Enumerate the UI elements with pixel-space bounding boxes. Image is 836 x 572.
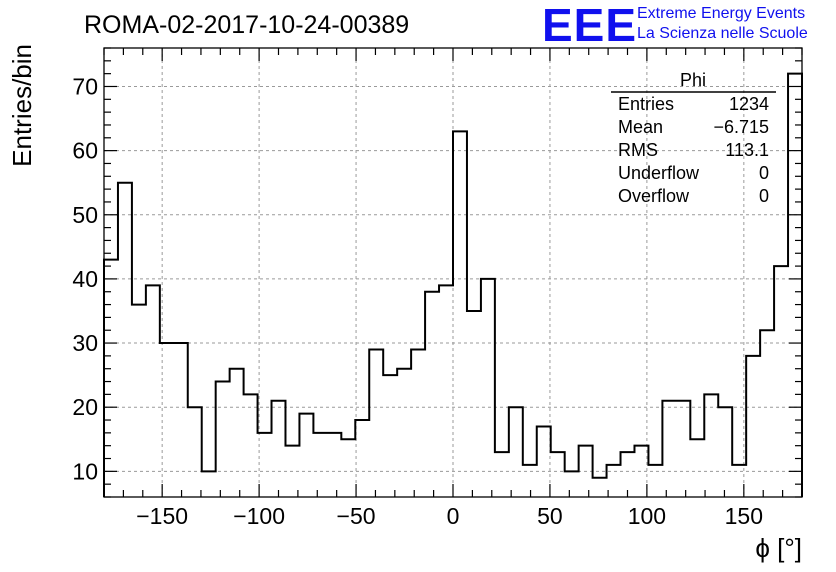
histogram-bin-16 — [327, 433, 341, 497]
stats-label-entries: Entries — [618, 94, 674, 114]
logo-line-2: La Scienza nelle Scuole — [637, 25, 808, 42]
histogram-bin-14 — [299, 414, 313, 497]
stats-title: Phi — [680, 70, 706, 90]
histogram-bin-2 — [132, 305, 146, 497]
stats-value-underflow: 0 — [759, 163, 769, 183]
histogram-bin-12 — [272, 401, 286, 497]
histogram-bin-49 — [788, 74, 802, 497]
histogram-bin-21 — [397, 369, 411, 497]
histogram-bin-25 — [453, 131, 467, 497]
histogram-bin-0 — [104, 260, 118, 497]
histogram-bin-35 — [593, 478, 607, 497]
stats-value-entries: 1234 — [729, 94, 769, 114]
logo-mark: EEE — [542, 0, 637, 51]
histogram-bin-47 — [760, 330, 774, 497]
y-tick-label-4: 50 — [72, 202, 98, 228]
histogram-outline — [103, 72, 803, 497]
histogram-bin-28 — [495, 452, 509, 497]
histogram-bin-1 — [118, 183, 132, 497]
stats-label-mean: Mean — [618, 117, 663, 137]
histogram-bin-27 — [481, 279, 495, 497]
x-tick-label-6: 150 — [725, 503, 763, 529]
eee-logo: EEE Extreme Energy Events La Scienza nel… — [542, 0, 808, 51]
y-tick-label-3: 40 — [72, 266, 98, 292]
y-axis-label: Entries/bin — [7, 44, 37, 167]
y-tick-label-0: 10 — [72, 458, 98, 484]
histogram-bin-19 — [369, 349, 383, 497]
y-tick-label-2: 30 — [72, 330, 98, 356]
histogram-bin-17 — [341, 439, 355, 497]
stats-value-rms: 113.1 — [725, 140, 769, 160]
histogram-bin-42 — [690, 439, 704, 497]
histogram-bin-24 — [439, 285, 453, 497]
x-tick-label-0: −150 — [136, 503, 188, 529]
histogram-bin-4 — [160, 343, 174, 497]
chart-title: ROMA-02-2017-10-24-00389 — [84, 11, 409, 39]
x-axis-label: ϕ [°] — [755, 533, 802, 563]
y-tick-labels: 10 20 30 40 50 60 70 — [72, 73, 98, 484]
axis-ticks — [103, 47, 803, 498]
y-tick-label-5: 60 — [72, 138, 98, 164]
histogram-bin-30 — [523, 465, 537, 497]
histogram-bin-34 — [579, 446, 593, 497]
histogram-bin-48 — [774, 266, 788, 497]
histogram-series — [103, 72, 803, 497]
histogram-bin-40 — [662, 401, 676, 497]
x-tick-label-3: 0 — [447, 503, 460, 529]
x-tick-label-5: 100 — [628, 503, 666, 529]
histogram-bin-32 — [551, 452, 565, 497]
histogram-bin-3 — [146, 285, 160, 497]
histogram-bin-33 — [565, 471, 579, 497]
histogram-bin-9 — [230, 369, 244, 497]
stats-box: Phi Entries 1234 Mean −6.715 RMS 113.1 U… — [611, 70, 776, 206]
histogram-bin-41 — [676, 401, 690, 497]
histogram-bin-10 — [244, 394, 258, 497]
x-tick-label-2: −50 — [337, 503, 376, 529]
histogram-bin-13 — [285, 446, 299, 497]
histogram-bin-26 — [467, 311, 481, 497]
stats-label-rms: RMS — [618, 140, 658, 160]
histogram-bin-7 — [202, 471, 216, 497]
histogram-bin-46 — [746, 356, 760, 497]
stats-label-overflow: Overflow — [618, 186, 690, 206]
histogram-bin-22 — [411, 349, 425, 497]
stats-value-overflow: 0 — [759, 186, 769, 206]
histogram-bin-18 — [355, 420, 369, 497]
y-tick-label-6: 70 — [72, 73, 98, 99]
histogram-bin-43 — [704, 394, 718, 497]
histogram-bin-6 — [188, 407, 202, 497]
y-tick-label-1: 20 — [72, 394, 98, 420]
histogram-bin-29 — [509, 407, 523, 497]
histogram-bin-31 — [537, 426, 551, 497]
stats-value-mean: −6.715 — [713, 117, 769, 137]
logo-line-1: Extreme Energy Events — [637, 5, 805, 22]
x-tick-labels: −150 −100 −50 0 50 100 150 — [136, 503, 763, 529]
histogram-bin-15 — [313, 433, 327, 497]
histogram-bin-20 — [383, 375, 397, 497]
x-tick-label-1: −100 — [233, 503, 285, 529]
x-tick-label-4: 50 — [537, 503, 563, 529]
histogram-bin-5 — [174, 343, 188, 497]
stats-label-underflow: Underflow — [618, 163, 700, 183]
histogram-bin-8 — [216, 382, 230, 497]
histogram-bin-23 — [425, 292, 439, 497]
histogram-bin-39 — [648, 465, 662, 497]
histogram-bin-44 — [718, 407, 732, 497]
